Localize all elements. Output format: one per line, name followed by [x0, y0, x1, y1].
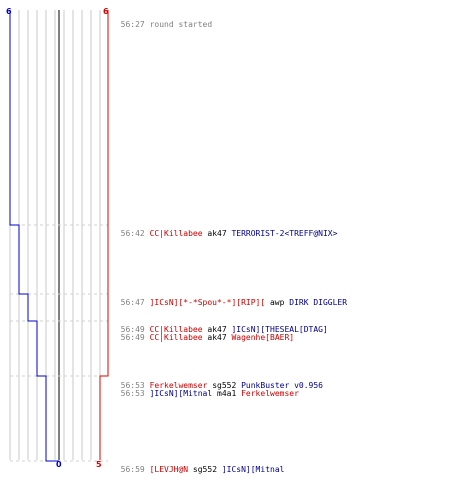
event-info: round started: [149, 20, 213, 29]
event-weapon: sg552: [212, 381, 237, 390]
event-5: 56:53 Ferkelwemser sg552 PunkBuster v0.9…: [111, 372, 323, 390]
event-weapon: sg552: [192, 465, 218, 474]
event-time: 56:53: [120, 381, 145, 390]
event-weapon: awp: [269, 298, 285, 307]
red-team-line: [99, 10, 109, 460]
event-killer: CC|Killabee: [149, 325, 203, 334]
score-label-blue-bottom: 0: [56, 460, 62, 469]
event-killer: CC|Killabee: [149, 333, 203, 342]
event-killer: CC|Killabee: [149, 229, 203, 238]
event-time: 56:47: [120, 298, 145, 307]
event-6: 56:53 ]ICsN][Mitnal m4a1 Ferkelwemser: [111, 380, 299, 398]
event-victim: PunkBuster v0.956: [241, 381, 323, 390]
event-time: 56:27: [120, 20, 145, 29]
event-victim: ]ICsN][THESEAL[DTAG]: [231, 325, 328, 334]
event-weapon: ak47: [207, 325, 227, 334]
event-1: 56:42 CC|Killabee ak47 TERRORIST-2<TREFF…: [111, 220, 338, 238]
event-time: 56:49: [120, 333, 145, 342]
event-4: 56:49 CC|Killabee ak47 Wagenhe[BAER]: [111, 324, 294, 342]
event-victim: Wagenhe[BAER]: [231, 333, 295, 342]
event-victim: ]ICsN][Mitnal: [221, 465, 285, 474]
score-label-blue-top: 6: [6, 7, 12, 16]
event-3: 56:49 CC|Killabee ak47 ]ICsN][THESEAL[DT…: [111, 316, 328, 334]
event-time: 56:49: [120, 325, 145, 334]
event-0: 56:27 round started: [111, 11, 213, 29]
event-victim: TERRORIST-2<TREFF@NIX>: [231, 229, 338, 238]
event-killer: Ferkelwemser: [149, 381, 208, 390]
event-time: 56:59: [120, 465, 145, 474]
event-time: 56:42: [120, 229, 145, 238]
score-label-red-bottom: 5: [96, 460, 102, 469]
event-victim: DIRK DIGGLER: [289, 298, 348, 307]
blue-team-line: [9, 10, 59, 462]
event-killer: [LEVJH@N: [149, 465, 189, 474]
event-weapon: ak47: [207, 229, 227, 238]
event-weapon: ak47: [207, 333, 227, 342]
event-killer: ]ICsN][*-*Spou*-*][RIP][: [149, 298, 266, 307]
score-label-red-top: 6: [103, 7, 109, 16]
event-time: 56:53: [120, 389, 145, 398]
event-2: 56:47 ]ICsN][*-*Spou*-*][RIP][ awp DIRK …: [111, 289, 347, 307]
event-weapon: m4a1: [217, 389, 237, 398]
event-victim: Ferkelwemser: [241, 389, 299, 398]
event-killer: ]ICsN][Mitnal: [149, 389, 213, 398]
event-7: 56:59 [LEVJH@N sg552 ]ICsN][Mitnal: [111, 456, 285, 474]
